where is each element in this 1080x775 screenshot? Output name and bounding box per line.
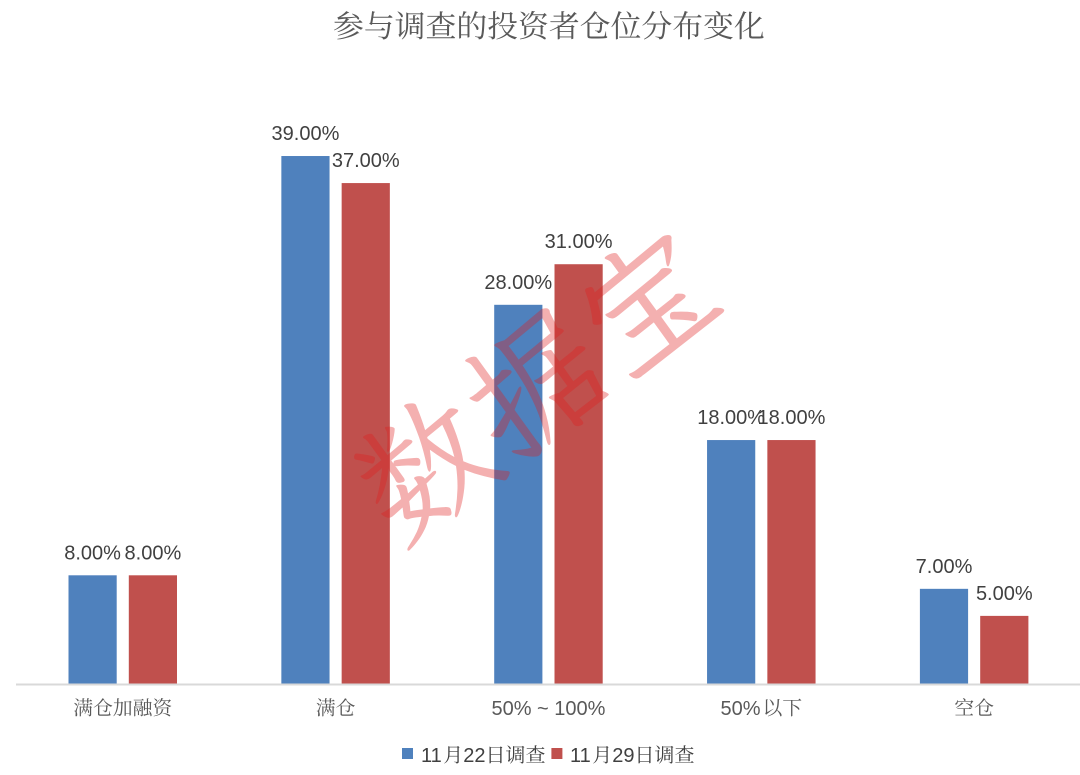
svg-text:5.00%: 5.00% bbox=[976, 583, 1033, 605]
svg-text:31.00%: 31.00% bbox=[545, 231, 613, 253]
svg-text:29: 29 bbox=[612, 745, 634, 767]
svg-text:39.00%: 39.00% bbox=[272, 123, 340, 145]
svg-text:11: 11 bbox=[421, 745, 442, 767]
svg-text:7.00%: 7.00% bbox=[916, 556, 973, 578]
svg-text:37.00%: 37.00% bbox=[332, 150, 400, 172]
svg-text:18.00%: 18.00% bbox=[758, 407, 826, 429]
svg-text:50%: 50% bbox=[721, 698, 761, 720]
svg-text:11: 11 bbox=[570, 745, 591, 767]
svg-text:50% ~ 100%: 50% ~ 100% bbox=[491, 698, 605, 720]
svg-text:22: 22 bbox=[463, 745, 485, 767]
svg-text:28.00%: 28.00% bbox=[484, 272, 552, 294]
svg-text:8.00%: 8.00% bbox=[64, 542, 121, 564]
svg-text:18.00%: 18.00% bbox=[697, 407, 765, 429]
svg-text:8.00%: 8.00% bbox=[125, 542, 182, 564]
